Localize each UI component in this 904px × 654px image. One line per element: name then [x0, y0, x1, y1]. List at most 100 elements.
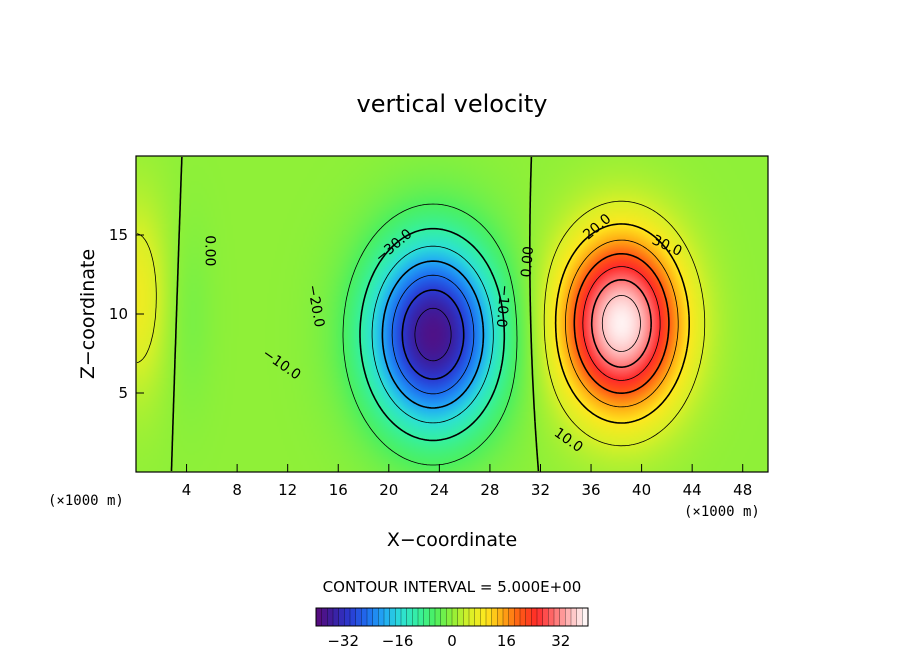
- colorbar-swatch: [576, 607, 583, 627]
- contour-line-neg5: [342, 203, 518, 466]
- contour-line-35: [601, 295, 641, 352]
- colorbar-swatch: [389, 607, 396, 627]
- contour-line-neg25: [391, 274, 475, 395]
- colorbar-swatch: [315, 607, 323, 627]
- colorbar-swatch: [446, 607, 453, 627]
- contour-line-25: [582, 266, 661, 381]
- colorbar-swatch: [400, 607, 408, 627]
- colorbar-swatch: [327, 607, 334, 627]
- colorbar-swatch: [349, 607, 357, 627]
- colorbar-tick-label: 32: [551, 632, 570, 650]
- x-tick-label: 36: [581, 481, 600, 499]
- colorbar-swatch: [395, 607, 402, 627]
- y-tick-label: 5: [118, 384, 128, 402]
- colorbar-swatch: [480, 607, 487, 627]
- colorbar-swatch: [519, 607, 527, 627]
- contour-interval-note: CONTOUR INTERVAL = 5.000E+00: [323, 578, 582, 596]
- x-tick-label: 48: [733, 481, 752, 499]
- chart-title: vertical velocity: [357, 90, 548, 118]
- colorbar-swatch: [338, 607, 345, 627]
- colorbar-swatch: [378, 607, 385, 627]
- x-axis-label: X−coordinate: [387, 529, 517, 551]
- colorbar-tick-label: −32: [327, 632, 359, 650]
- x-tick-label: 16: [329, 481, 348, 499]
- colorbar-swatch: [366, 607, 374, 627]
- colorbar-swatch: [321, 607, 328, 627]
- colorbar-swatch: [429, 607, 436, 627]
- colorbar: [315, 607, 589, 627]
- colorbar-swatch: [485, 607, 493, 627]
- contour-line-5: [136, 200, 706, 447]
- colorbar-swatch: [451, 607, 459, 627]
- colorbar-frame: [315, 607, 589, 627]
- contour-line-30: [590, 279, 652, 368]
- x-tick-label: 44: [683, 481, 702, 499]
- colorbar-swatch: [565, 607, 572, 627]
- heatmap-field: [136, 156, 768, 472]
- contour-line-neg30: [401, 289, 465, 380]
- colorbar-swatch: [344, 607, 351, 627]
- contour-label: 0.00: [201, 235, 217, 266]
- colorbar-swatch: [355, 607, 362, 627]
- colorbar-swatch: [463, 607, 470, 627]
- colorbar-swatch: [514, 607, 521, 627]
- x-unit-left: (×1000 m): [48, 493, 124, 509]
- colorbar-swatch: [417, 607, 425, 627]
- colorbar-swatch: [372, 607, 379, 627]
- y-axis-label: Z−coordinate: [77, 249, 99, 379]
- contour-line-20: [573, 253, 670, 394]
- colorbar-swatch: [361, 607, 368, 627]
- x-tick-label: 12: [278, 481, 297, 499]
- x-tick-label: 24: [430, 481, 449, 499]
- colorbar-swatch: [406, 607, 413, 627]
- contour-line-neg35: [414, 307, 452, 362]
- x-tick-label: 32: [531, 481, 550, 499]
- colorbar-swatch: [468, 607, 476, 627]
- colorbar-swatch: [570, 607, 578, 627]
- y-axis-ticks: 5 10 15: [109, 226, 144, 402]
- x-tick-label: 20: [379, 481, 398, 499]
- colorbar-swatch: [434, 607, 442, 627]
- contour-line-0: [170, 156, 540, 472]
- colorbar-swatch: [491, 607, 498, 627]
- colorbar-swatch: [542, 607, 549, 627]
- colorbar-swatch: [559, 607, 566, 627]
- colorbar-swatch: [474, 607, 481, 627]
- colorbar-ticks: −32 −16 0 16 32: [327, 632, 570, 650]
- x-tick-label: 4: [182, 481, 192, 499]
- colorbar-swatch: [497, 607, 504, 627]
- colorbar-swatch: [423, 607, 430, 627]
- colorbar-swatch: [383, 607, 391, 627]
- colorbar-swatch: [332, 607, 340, 627]
- contour-lines: [136, 156, 706, 472]
- colorbar-swatch: [502, 607, 510, 627]
- y-tick-label: 10: [109, 305, 128, 323]
- colorbar-swatch: [508, 607, 515, 627]
- x-unit-right: (×1000 m): [684, 504, 760, 520]
- colorbar-tick-label: 0: [447, 632, 457, 650]
- contour-line-15: [565, 239, 679, 408]
- contour-label: −20.0: [304, 284, 327, 329]
- contour-label: −10.0: [493, 284, 513, 328]
- colorbar-swatch: [536, 607, 544, 627]
- x-tick-label: 8: [232, 481, 242, 499]
- colorbar-tick-label: −16: [382, 632, 414, 650]
- colorbar-swatch: [548, 607, 555, 627]
- contour-line-neg15: [371, 245, 494, 424]
- colorbar-swatch: [531, 607, 538, 627]
- colorbar-swatch: [525, 607, 532, 627]
- colorbar-swatch: [457, 607, 464, 627]
- x-axis-ticks: 4 8 12 16 20 24 28 32 36 40 44 48: [182, 464, 752, 499]
- colorbar-swatch: [440, 607, 447, 627]
- colorbar-swatch: [412, 607, 419, 627]
- x-tick-label: 28: [480, 481, 499, 499]
- contour-line-10: [554, 223, 690, 424]
- contour-label: 0.00: [519, 246, 538, 278]
- contour-line-neg20: [381, 260, 485, 409]
- colorbar-swatch: [553, 607, 561, 627]
- colorbar-swatch: [582, 607, 589, 627]
- contour-line-neg10: [359, 227, 506, 442]
- colorbar-tick-label: 16: [497, 632, 516, 650]
- x-tick-label: 40: [632, 481, 651, 499]
